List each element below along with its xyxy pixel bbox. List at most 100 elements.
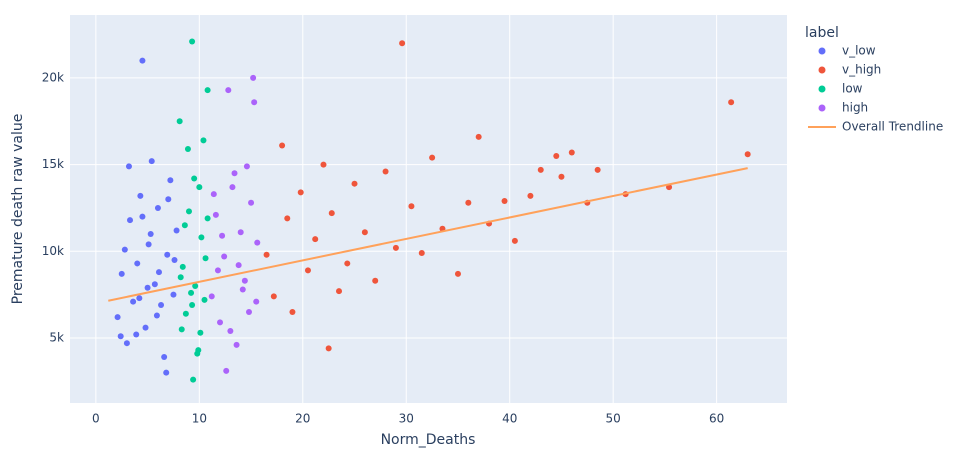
point [270,293,277,300]
point [537,166,544,173]
point [429,154,436,161]
x-tick-label: 0 [92,412,100,426]
point [137,192,144,199]
point [279,142,286,149]
point [204,215,211,222]
point [139,213,146,220]
point [568,149,575,156]
plot-area [70,15,787,403]
point [351,180,358,187]
y-tick-label: 15k [42,157,64,171]
point [325,345,332,352]
point [217,319,224,326]
point [558,173,565,180]
point [164,251,171,258]
point [527,192,534,199]
point [182,310,189,317]
point [117,333,124,340]
point [184,146,191,153]
point [229,184,236,191]
point [284,215,291,222]
legend-swatch [818,85,826,93]
point [233,341,240,348]
point [245,308,252,315]
x-tick-label: 20 [295,412,310,426]
point [118,270,125,277]
point [237,229,244,236]
point [188,289,195,296]
legend-label[interactable]: Overall Trendline [842,120,943,134]
legend-label[interactable]: high [842,101,868,115]
legend-swatch [818,66,826,74]
point [250,74,257,81]
legend-title: label [805,25,839,41]
point [165,196,172,203]
legend-label[interactable]: v_low [842,44,876,58]
marks [108,38,751,383]
point [210,191,217,198]
point [127,217,134,224]
point [231,170,238,177]
point [192,282,199,289]
point [214,267,221,274]
point [179,263,186,270]
point [144,284,151,291]
point [196,184,203,191]
point [145,241,152,248]
legend-label[interactable]: low [842,82,863,96]
point [594,166,601,173]
legend-swatch [818,47,826,55]
point [148,158,155,165]
x-tick-label: 30 [399,412,414,426]
point [200,137,207,144]
point [511,237,518,244]
point [147,230,154,237]
point [153,312,160,319]
point [161,354,168,361]
point [263,251,270,258]
point [553,152,560,159]
point [189,302,196,309]
point [372,277,379,284]
point [194,350,201,357]
point [382,168,389,175]
point [212,211,219,218]
grid [70,15,787,403]
point [221,253,228,260]
point [454,270,461,277]
point [208,293,215,300]
point [189,38,196,45]
point [235,262,242,269]
point [304,267,311,274]
point [336,288,343,295]
point [227,328,234,335]
point [114,314,121,321]
point [151,281,158,288]
point [136,295,143,302]
x-axis-title: Norm_Deaths [381,432,476,448]
point [239,286,246,293]
point [219,232,226,239]
point [289,308,296,315]
y-tick-label: 10k [42,244,64,258]
point [178,326,185,333]
point [158,302,165,309]
point [123,340,130,347]
point [139,57,146,64]
point [254,239,261,246]
point [201,296,208,303]
point [248,199,255,206]
point [198,234,205,241]
point [475,133,482,140]
point [163,369,170,376]
legend-label[interactable]: v_high [842,63,881,77]
point [134,260,141,267]
point [190,376,197,383]
point [344,260,351,267]
point [312,236,319,243]
y-tick-label: 5k [49,330,64,344]
point [392,244,399,251]
point [501,198,508,205]
